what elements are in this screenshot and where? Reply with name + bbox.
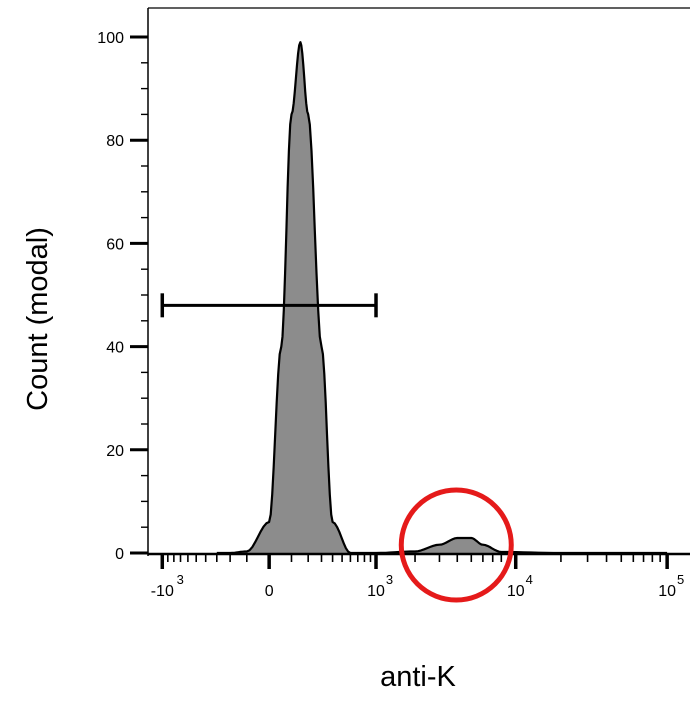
y-tick-label: 80: [106, 133, 124, 150]
y-axis-title: Count (modal): [22, 227, 54, 411]
x-tick-base: 0: [265, 583, 274, 600]
x-tick-base: 10: [507, 583, 525, 600]
x-tick-label: 0: [265, 583, 274, 600]
x-tick-exponent: 4: [526, 572, 533, 587]
y-tick-label: 40: [106, 340, 124, 357]
y-tick-label: 60: [106, 236, 124, 253]
x-tick-base: 10: [367, 583, 385, 600]
x-tick-exponent: 3: [386, 572, 393, 587]
y-tick-label: 20: [106, 443, 124, 460]
y-tick-label: 100: [97, 30, 124, 47]
x-tick-exponent: 5: [677, 572, 684, 587]
x-tick-base: 10: [658, 583, 676, 600]
y-tick-label: 0: [115, 546, 124, 563]
x-tick-exponent: 3: [177, 572, 184, 587]
x-tick-base: -10: [151, 583, 174, 600]
x-axis-title: anti-K: [380, 661, 456, 693]
